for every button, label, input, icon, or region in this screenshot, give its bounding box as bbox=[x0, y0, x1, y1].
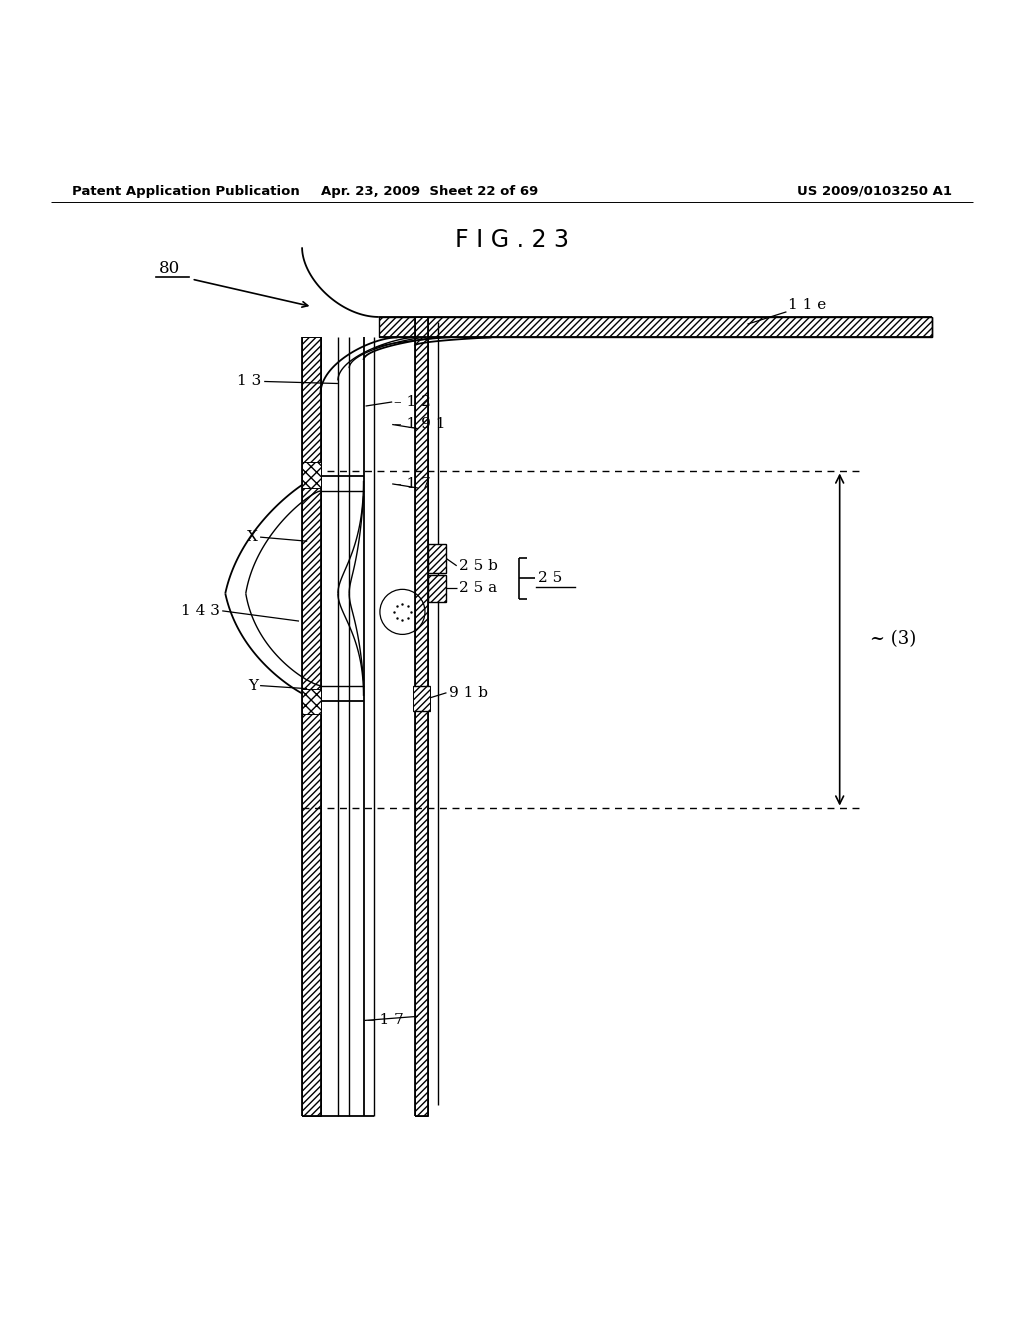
Bar bbox=[302, 462, 321, 488]
Text: ~ (3): ~ (3) bbox=[870, 631, 916, 648]
Text: US 2009/0103250 A1: US 2009/0103250 A1 bbox=[798, 185, 952, 198]
Text: 2 5 a: 2 5 a bbox=[459, 581, 497, 595]
Bar bbox=[415, 317, 428, 1115]
Bar bbox=[379, 317, 932, 338]
Text: 9 1 b: 9 1 b bbox=[449, 686, 487, 700]
Text: 1 3: 1 3 bbox=[237, 375, 261, 388]
Text: Patent Application Publication: Patent Application Publication bbox=[72, 185, 299, 198]
Bar bbox=[302, 338, 321, 1115]
Text: – 1 7: – 1 7 bbox=[394, 477, 431, 491]
Text: – 1 7: – 1 7 bbox=[367, 1014, 403, 1027]
Bar bbox=[428, 576, 446, 602]
Text: – 1 9 1: – 1 9 1 bbox=[394, 417, 445, 432]
Text: – 1 2: – 1 2 bbox=[394, 395, 431, 409]
Text: 1 4 3: 1 4 3 bbox=[181, 603, 220, 618]
Text: Apr. 23, 2009  Sheet 22 of 69: Apr. 23, 2009 Sheet 22 of 69 bbox=[322, 185, 539, 198]
Text: 2 5: 2 5 bbox=[538, 572, 562, 585]
Bar bbox=[413, 685, 430, 711]
Bar bbox=[302, 689, 321, 714]
Text: F I G . 2 3: F I G . 2 3 bbox=[455, 228, 569, 252]
Bar bbox=[428, 544, 446, 573]
Text: 80: 80 bbox=[159, 260, 180, 277]
Text: 2 5 b: 2 5 b bbox=[459, 558, 498, 573]
Text: Y: Y bbox=[248, 678, 258, 693]
Text: X: X bbox=[247, 531, 258, 544]
Text: 1 1 e: 1 1 e bbox=[788, 298, 826, 312]
